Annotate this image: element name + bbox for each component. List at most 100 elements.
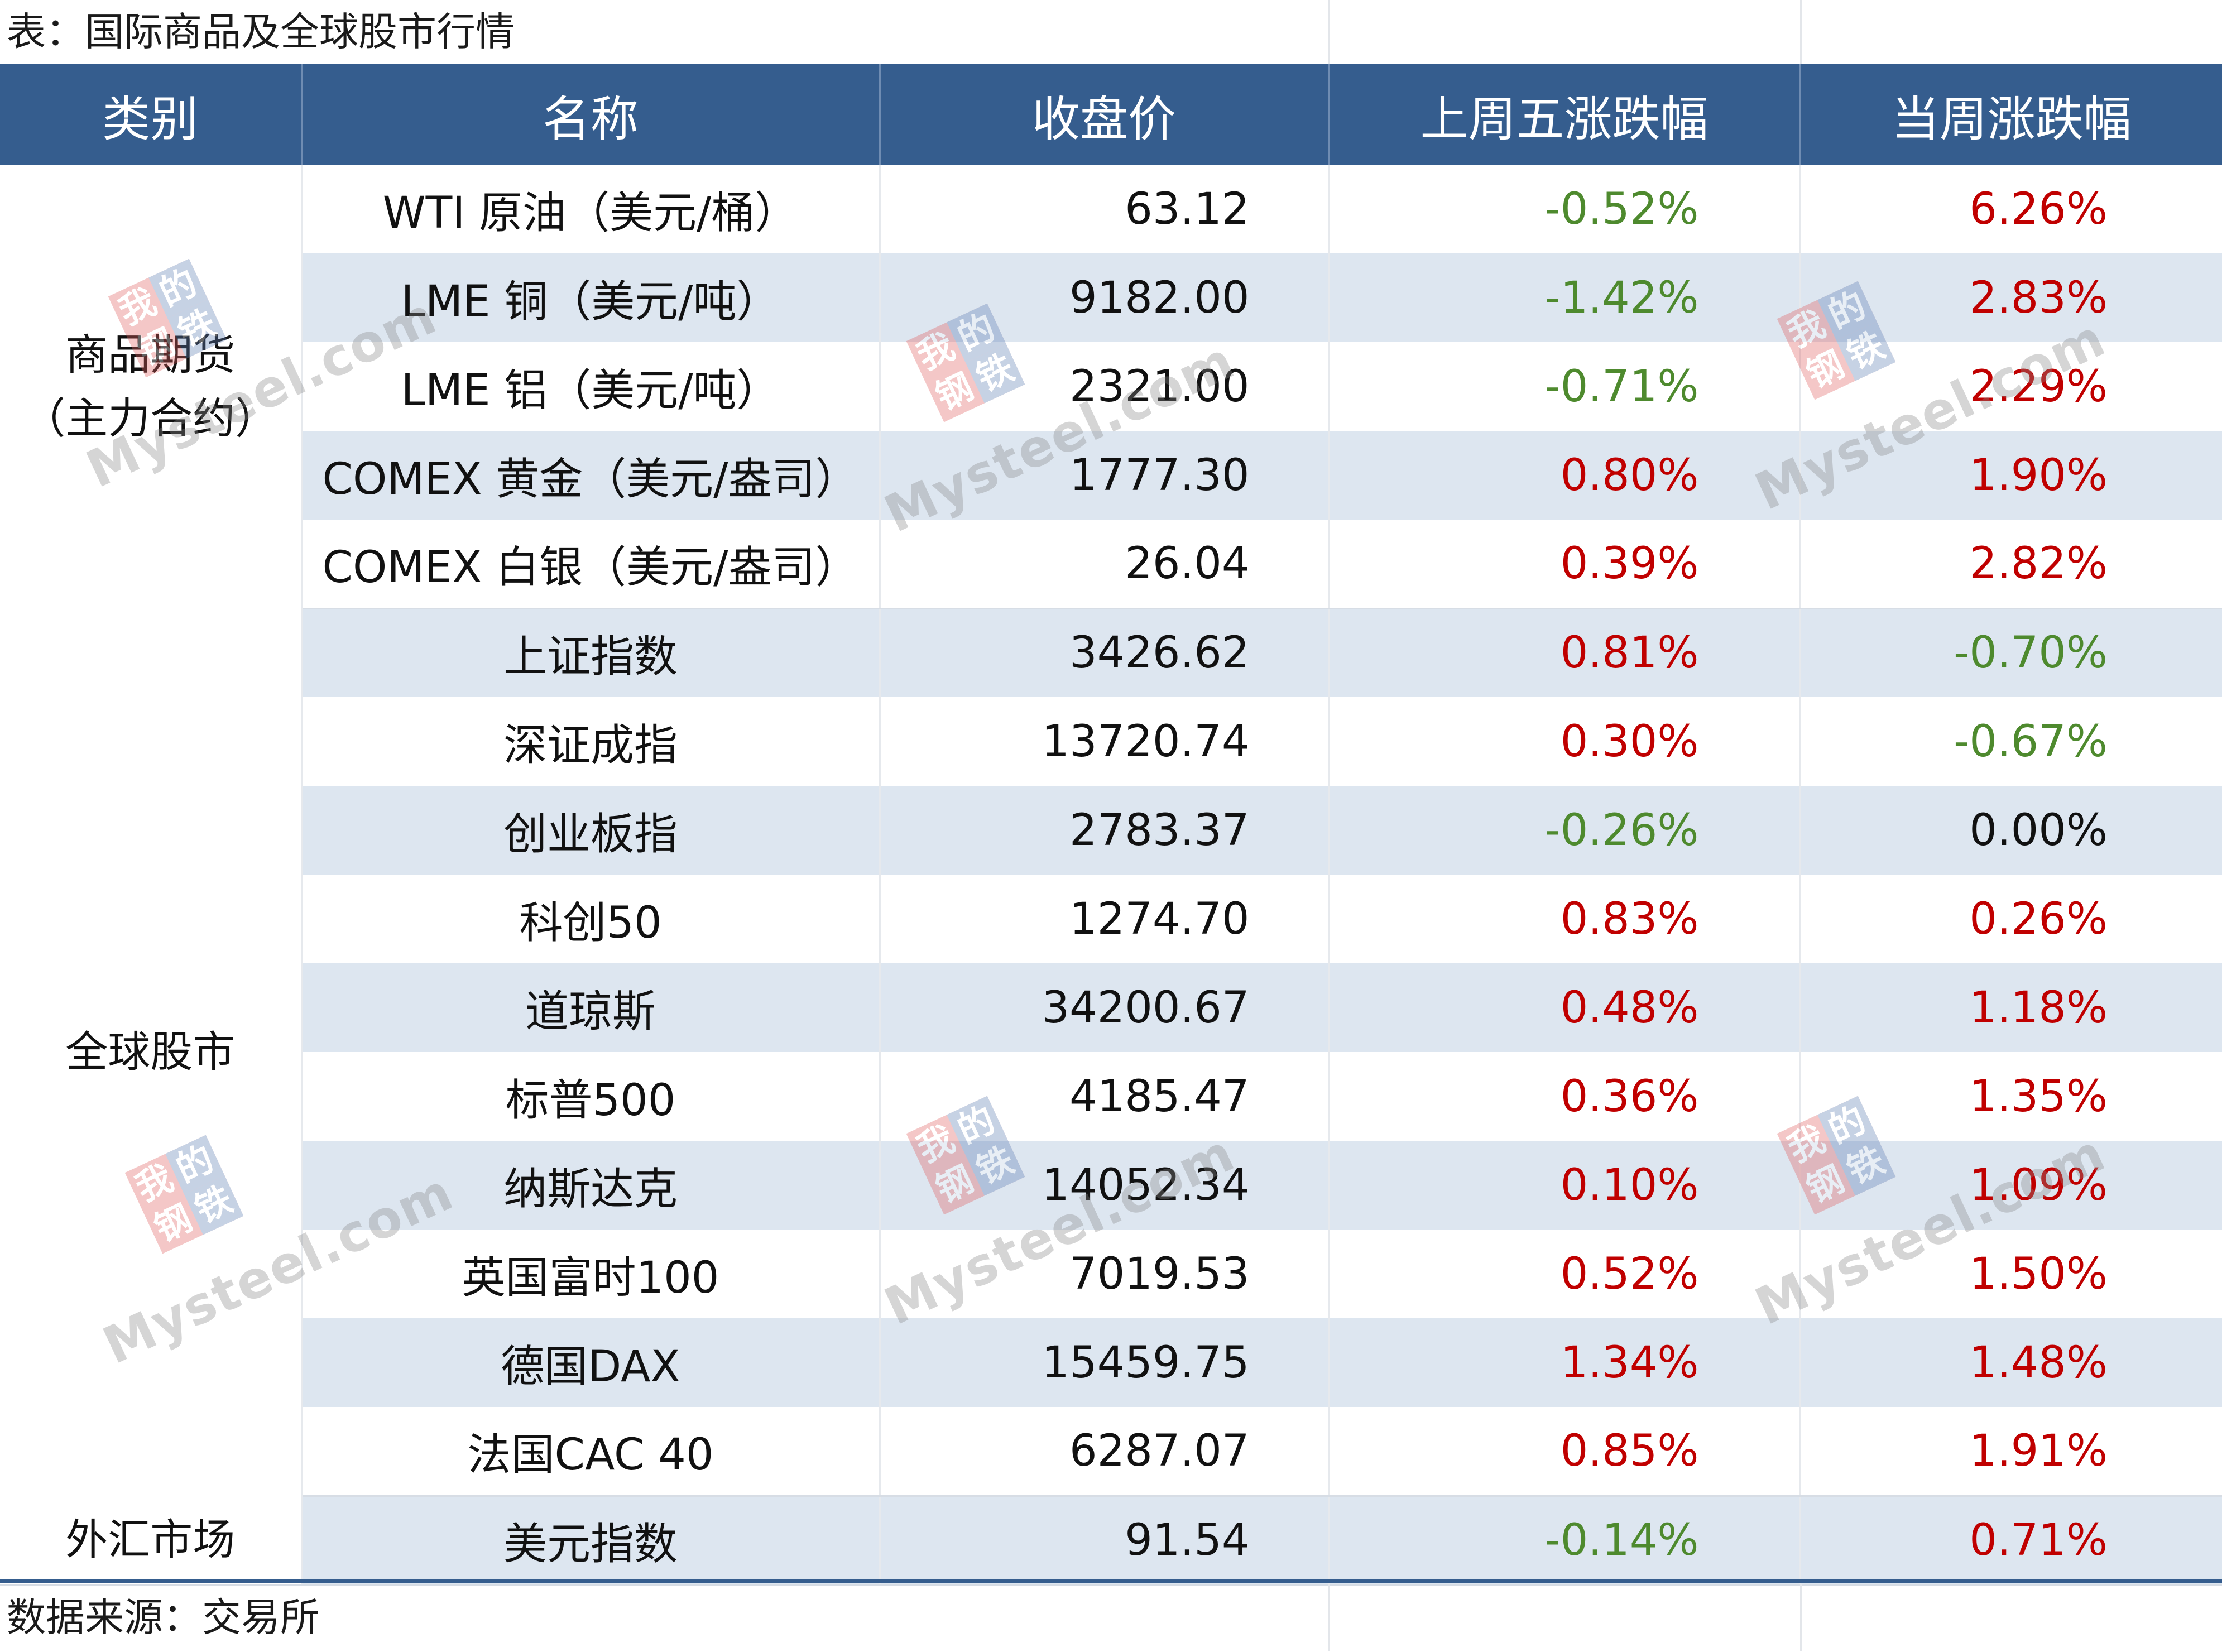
close-price: 4185.47 <box>880 1052 1330 1141</box>
table-row: 全球股市 上证指数 3426.62 0.81% -0.70% <box>0 608 2222 1496</box>
week-change: -0.67% <box>1954 716 2108 767</box>
table-row: 纳斯达克 14052.34 0.10% 1.09% <box>0 1141 2222 1230</box>
week-change: 2.83% <box>1800 253 2222 342</box>
friday-change: 0.30% <box>1328 697 1801 786</box>
instrument-name: 标普500 <box>301 1052 881 1141</box>
table-caption: 表：国际商品及全球股市行情 <box>7 9 515 55</box>
header-close: 收盘价 <box>880 64 1330 165</box>
table-bottom-rule <box>0 1579 2222 1583</box>
close-price: 1274.70 <box>880 875 1330 963</box>
instrument-name: COMEX 黄金（美元/盎司） <box>301 431 881 520</box>
close-price: 3426.62 <box>880 608 1330 697</box>
week-change: -0.70% <box>1800 608 2222 697</box>
data-source: 数据来源：交易所 <box>7 1595 319 1640</box>
table-row: LME 铜（美元/吨） 9182.00 -1.42% 2.83% <box>0 253 2222 342</box>
friday-change: 1.34% <box>1328 1318 1801 1407</box>
week-change: 2.82% <box>1800 520 2222 609</box>
week-change: 1.50% <box>1969 1248 2108 1299</box>
close-price: 1777.30 <box>880 431 1330 520</box>
week-change: 1.91% <box>1800 1407 2222 1497</box>
header-friday-change: 上周五涨跌幅 <box>1328 64 1801 165</box>
friday-change: 0.39% <box>1328 520 1801 609</box>
close-price: 9182.00 <box>880 253 1330 342</box>
table-row: 英国富时100 7019.53 0.52% 1.50% <box>0 1230 2222 1318</box>
caption-gridline <box>1800 0 1802 64</box>
friday-change: 0.10% <box>1328 1141 1801 1230</box>
instrument-name: 英国富时100 <box>301 1230 881 1318</box>
instrument-name: 法国CAC 40 <box>301 1407 881 1497</box>
table-row: COMEX 白银（美元/盎司） 26.04 0.39% 2.82% <box>0 520 2222 609</box>
friday-change: -0.71% <box>1328 342 1801 431</box>
table-row: 科创50 1274.70 0.83% 0.26% <box>0 875 2222 963</box>
week-change: 1.90% <box>1800 431 2222 520</box>
header-week-change: 当周涨跌幅 <box>1800 64 2222 165</box>
table-row: COMEX 黄金（美元/盎司） 1777.30 0.80% 1.90% <box>0 431 2222 520</box>
week-change: 0.26% <box>1969 894 2108 944</box>
friday-change: 0.52% <box>1328 1230 1801 1318</box>
close-price: 14052.34 <box>880 1141 1330 1230</box>
instrument-name: 道琼斯 <box>301 963 881 1052</box>
table-row: 法国CAC 40 6287.07 0.85% 1.91% <box>0 1407 2222 1497</box>
instrument-name: WTI 原油（美元/桶） <box>301 165 881 253</box>
week-change: 1.48% <box>1800 1318 2222 1407</box>
category-cell: 商品期货 （主力合约） <box>0 165 303 608</box>
instrument-name: LME 铝（美元/吨） <box>301 342 881 431</box>
close-price: 26.04 <box>880 520 1330 609</box>
close-price: 2783.37 <box>880 786 1330 875</box>
table-row: 外汇市场 美元指数 91.54 -0.14% 0.71% <box>0 1496 2222 1586</box>
close-price: 13720.74 <box>880 697 1330 786</box>
week-change: 1.18% <box>1800 963 2222 1052</box>
instrument-name: 深证成指 <box>301 697 881 786</box>
close-price: 91.54 <box>880 1496 1330 1586</box>
instrument-name: 上证指数 <box>301 608 881 697</box>
instrument-name: 科创50 <box>301 875 881 963</box>
close-price: 15459.75 <box>880 1318 1330 1407</box>
instrument-name: 德国DAX <box>301 1318 881 1407</box>
close-price: 7019.53 <box>880 1230 1330 1318</box>
week-change: 6.26% <box>1969 184 2108 234</box>
header-category: 类别 <box>0 64 303 165</box>
table-row: LME 铝（美元/吨） 2321.00 -0.71% 2.29% <box>0 342 2222 431</box>
category-label: 商品期货 <box>65 329 236 380</box>
table-row: 标普500 4185.47 0.36% 1.35% <box>0 1052 2222 1141</box>
friday-change: -0.52% <box>1328 165 1801 253</box>
instrument-name: 创业板指 <box>301 786 881 875</box>
week-change: 0.00% <box>1800 786 2222 875</box>
friday-change: -1.42% <box>1328 253 1801 342</box>
market-table: 类别 名称 收盘价 上周五涨跌幅 当周涨跌幅 商品期货 （主力合约） WTI 原油（… <box>0 64 2222 1586</box>
table-row: 道琼斯 34200.67 0.48% 1.18% <box>0 963 2222 1052</box>
instrument-name: 美元指数 <box>301 1496 881 1586</box>
friday-change: 0.83% <box>1328 875 1801 963</box>
week-change: 2.29% <box>1969 361 2108 412</box>
header-row: 类别 名称 收盘价 上周五涨跌幅 当周涨跌幅 <box>0 64 2222 165</box>
category-sublabel: （主力合约） <box>23 393 278 443</box>
friday-change: 0.48% <box>1328 963 1801 1052</box>
friday-change: 0.85% <box>1328 1407 1801 1497</box>
week-change: 1.09% <box>1800 1141 2222 1230</box>
friday-change: 0.36% <box>1328 1052 1801 1141</box>
friday-change: -0.14% <box>1328 1496 1801 1586</box>
table-row: 德国DAX 15459.75 1.34% 1.48% <box>0 1318 2222 1407</box>
instrument-name: 纳斯达克 <box>301 1141 881 1230</box>
table-row: 商品期货 （主力合约） WTI 原油（美元/桶） 63.12 -0.52% 6.26% <box>0 165 2222 608</box>
week-change: 1.35% <box>1969 1071 2108 1122</box>
instrument-name: LME 铜（美元/吨） <box>301 253 881 342</box>
category-label: 外汇市场 <box>65 1514 236 1564</box>
friday-change: 0.81% <box>1328 608 1801 697</box>
close-price: 63.12 <box>880 165 1330 253</box>
close-price: 2321.00 <box>880 342 1330 431</box>
header-name: 名称 <box>301 64 881 165</box>
instrument-name: COMEX 白银（美元/盎司） <box>301 520 881 609</box>
category-label: 全球股市 <box>65 1027 236 1077</box>
week-change: 0.71% <box>1800 1496 2222 1586</box>
table-row: 创业板指 2783.37 -0.26% 0.00% <box>0 786 2222 875</box>
category-cell: 全球股市 <box>0 608 303 1496</box>
close-price: 34200.67 <box>880 963 1330 1052</box>
friday-change: -0.26% <box>1328 786 1801 875</box>
close-price: 6287.07 <box>880 1407 1330 1497</box>
source-gridline <box>1328 1584 1330 1651</box>
table-row: 深证成指 13720.74 0.30% -0.67% <box>0 697 2222 786</box>
source-gridline <box>1800 1584 1802 1651</box>
category-cell: 外汇市场 <box>0 1496 303 1586</box>
caption-gridline <box>1328 0 1330 64</box>
